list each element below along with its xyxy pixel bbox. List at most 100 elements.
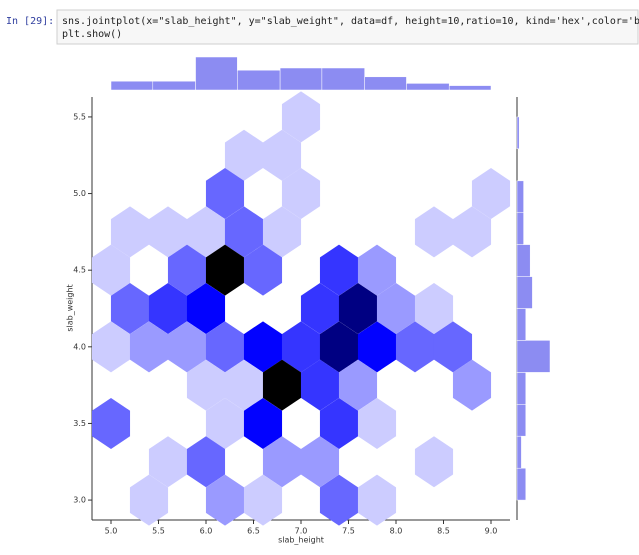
prompt: In [29]: <box>6 16 54 27</box>
hex-bin <box>148 436 188 488</box>
y-tick-label: 3.0 <box>73 496 86 505</box>
marginal-y-bar <box>516 404 527 437</box>
marginal-x-bar <box>195 56 238 91</box>
hex-bin <box>319 397 359 449</box>
x-tick-label: 8.0 <box>390 527 403 536</box>
hex-bin <box>281 168 321 220</box>
x-tick-label: 7.0 <box>295 527 308 536</box>
marginal-x-bar <box>321 67 365 91</box>
y-tick-label: 5.0 <box>73 189 86 198</box>
marginal-x-bar <box>152 80 196 91</box>
hex-bin <box>300 283 340 334</box>
hex-bin <box>452 359 492 411</box>
x-axis-label: slab_height <box>278 536 324 545</box>
hex-bin <box>186 359 226 411</box>
y-tick-label: 5.5 <box>73 112 86 121</box>
hex-bin <box>319 321 359 373</box>
hex-bin <box>186 283 226 334</box>
marginal-y-bar <box>516 308 527 341</box>
x-tick-label: 9.0 <box>485 527 498 536</box>
marginal-x-bar <box>448 85 492 91</box>
hex-bin <box>129 474 169 526</box>
hex-bin <box>471 168 511 220</box>
marginal-y-bar <box>516 276 533 309</box>
marginal-y-bar <box>516 372 527 405</box>
hex-bin <box>243 397 283 449</box>
x-tick-label: 6.5 <box>247 527 260 536</box>
hex-bin <box>224 359 264 411</box>
hex-bin <box>262 206 302 258</box>
hex-bin <box>186 206 226 258</box>
marginal-x-bar <box>406 83 450 91</box>
hex-bin <box>357 474 397 526</box>
hex-bin <box>414 206 454 258</box>
hex-bin <box>262 359 302 411</box>
x-tick-label: 5.5 <box>152 527 165 536</box>
y-tick-label: 4.0 <box>73 342 86 351</box>
hex-bin <box>357 397 397 449</box>
y-tick-label: 4.5 <box>73 266 86 275</box>
marginal-x-bar <box>364 76 407 91</box>
marginal-x-bar <box>110 80 154 91</box>
hex-bin <box>148 206 188 258</box>
hex-bin <box>338 283 378 334</box>
hex-bin <box>376 283 416 334</box>
hex-bin <box>224 129 264 181</box>
hex-bin <box>395 321 435 373</box>
hex-bin <box>224 206 264 258</box>
hex-bin <box>91 397 131 449</box>
hex-bin <box>205 397 245 449</box>
marginal-y-bar <box>516 116 520 150</box>
hex-bin <box>205 244 245 296</box>
hex-bin <box>91 244 131 296</box>
marginal-y-bar <box>516 467 527 501</box>
hex-bin <box>414 436 454 488</box>
hex-bin <box>433 321 473 373</box>
hex-bin <box>338 359 378 411</box>
hex-bin <box>205 168 245 220</box>
hex-bin <box>300 359 340 411</box>
marginal-y-bar <box>516 340 551 373</box>
y-tick-label: 3.5 <box>73 419 86 428</box>
hex-bin <box>262 129 302 181</box>
x-tick-label: 5.0 <box>105 527 118 536</box>
x-tick-label: 8.5 <box>437 527 450 536</box>
marginal-y-bar <box>516 180 524 213</box>
hex-bin <box>205 474 245 526</box>
hex-bin <box>243 321 283 373</box>
hex-bin <box>319 474 359 526</box>
marginal-y-bar <box>516 244 531 277</box>
hex-bin <box>357 321 397 373</box>
hex-bin <box>319 244 359 296</box>
code-box[interactable] <box>56 9 639 45</box>
hex-bin <box>205 321 245 373</box>
hex-bin <box>281 321 321 373</box>
hex-bin <box>110 206 150 258</box>
hex-bin <box>414 283 454 334</box>
marginal-y-bar <box>516 212 524 245</box>
hex-bin <box>129 321 169 373</box>
hex-bin <box>167 321 207 373</box>
code-line: plt.show() <box>62 29 122 40</box>
hex-bin <box>300 436 340 488</box>
hex-bin <box>281 91 321 143</box>
marginal-x-bar <box>237 69 281 91</box>
x-tick-label: 7.5 <box>342 527 355 536</box>
y-axis-label: slab_weight <box>66 284 75 331</box>
x-tick-label: 6.0 <box>200 527 213 536</box>
code-line: sns.jointplot(x="slab_height", y="slab_w… <box>62 16 639 27</box>
hex-bin <box>186 436 226 488</box>
hex-bin <box>243 474 283 526</box>
marginal-x-bar <box>279 67 323 91</box>
hex-bin <box>243 244 283 296</box>
hex-bin <box>167 244 207 296</box>
hex-bin <box>452 206 492 258</box>
hex-bin <box>357 244 397 296</box>
hex-bin <box>110 283 150 334</box>
hex-bin <box>148 283 188 334</box>
hex-bin <box>91 321 131 373</box>
marginal-y-bar <box>516 435 522 469</box>
hex-bin <box>262 436 302 488</box>
